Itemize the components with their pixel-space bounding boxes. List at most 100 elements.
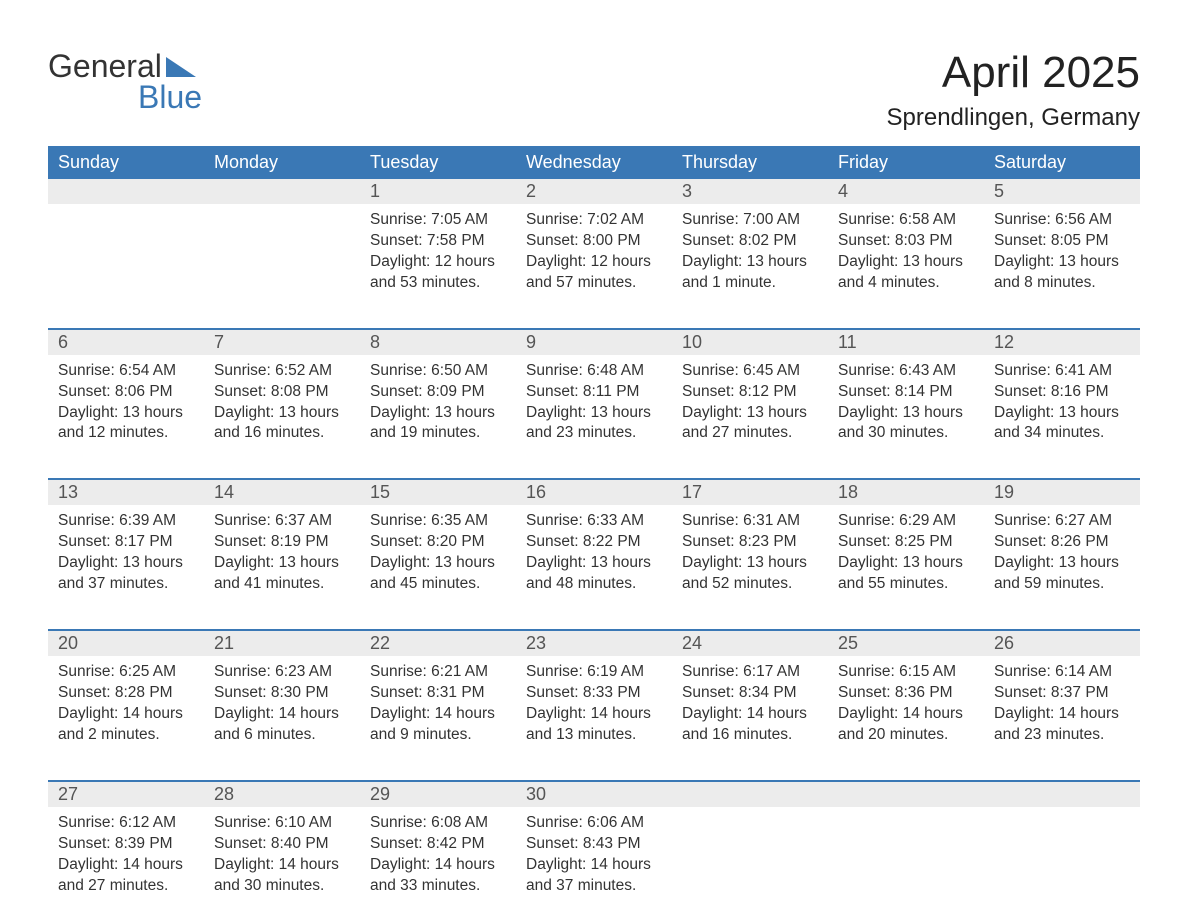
sunrise-text: Sunrise: 6:12 AM [58, 813, 194, 834]
day-number: 20 [48, 631, 204, 656]
day-cell: Sunrise: 6:21 AMSunset: 8:31 PMDaylight:… [360, 656, 516, 770]
sunset-text: Sunset: 8:31 PM [370, 683, 506, 704]
day-cell [828, 807, 984, 920]
page-title: April 2025 [887, 48, 1140, 98]
sunset-text: Sunset: 8:12 PM [682, 382, 818, 403]
day-content-row: Sunrise: 6:54 AMSunset: 8:06 PMDaylight:… [48, 355, 1140, 469]
daylight-text: Daylight: 13 hours and 37 minutes. [58, 553, 194, 595]
sunset-text: Sunset: 8:30 PM [214, 683, 350, 704]
location-label: Sprendlingen, Germany [887, 104, 1140, 132]
daylight-text: Daylight: 13 hours and 41 minutes. [214, 553, 350, 595]
daylight-text: Daylight: 14 hours and 13 minutes. [526, 704, 662, 746]
sunset-text: Sunset: 8:00 PM [526, 231, 662, 252]
day-number: 21 [204, 631, 360, 656]
sunset-text: Sunset: 8:42 PM [370, 834, 506, 855]
day-content-row: Sunrise: 7:05 AMSunset: 7:58 PMDaylight:… [48, 204, 1140, 318]
day-cell: Sunrise: 6:29 AMSunset: 8:25 PMDaylight:… [828, 505, 984, 619]
sunrise-text: Sunrise: 6:19 AM [526, 662, 662, 683]
days-of-week-header: Sunday Monday Tuesday Wednesday Thursday… [48, 146, 1140, 179]
day-cell: Sunrise: 7:00 AMSunset: 8:02 PMDaylight:… [672, 204, 828, 318]
day-number: 1 [360, 179, 516, 204]
sunset-text: Sunset: 8:03 PM [838, 231, 974, 252]
day-cell: Sunrise: 6:54 AMSunset: 8:06 PMDaylight:… [48, 355, 204, 469]
sunrise-text: Sunrise: 6:54 AM [58, 361, 194, 382]
day-cell: Sunrise: 6:23 AMSunset: 8:30 PMDaylight:… [204, 656, 360, 770]
daylight-text: Daylight: 13 hours and 12 minutes. [58, 403, 194, 445]
week-row: 13141516171819Sunrise: 6:39 AMSunset: 8:… [48, 480, 1140, 619]
week-row: 20212223242526Sunrise: 6:25 AMSunset: 8:… [48, 631, 1140, 770]
daylight-text: Daylight: 14 hours and 9 minutes. [370, 704, 506, 746]
daylight-text: Daylight: 14 hours and 20 minutes. [838, 704, 974, 746]
daylight-text: Daylight: 14 hours and 37 minutes. [526, 855, 662, 897]
sunrise-text: Sunrise: 6:06 AM [526, 813, 662, 834]
sunrise-text: Sunrise: 6:21 AM [370, 662, 506, 683]
day-cell [984, 807, 1140, 920]
sunset-text: Sunset: 8:36 PM [838, 683, 974, 704]
daylight-text: Daylight: 13 hours and 16 minutes. [214, 403, 350, 445]
dow-saturday: Saturday [984, 146, 1140, 179]
day-cell: Sunrise: 6:33 AMSunset: 8:22 PMDaylight:… [516, 505, 672, 619]
sunrise-text: Sunrise: 6:33 AM [526, 511, 662, 532]
day-cell: Sunrise: 6:06 AMSunset: 8:43 PMDaylight:… [516, 807, 672, 920]
sunrise-text: Sunrise: 6:08 AM [370, 813, 506, 834]
day-number: 3 [672, 179, 828, 204]
day-number: 15 [360, 480, 516, 505]
day-number: 18 [828, 480, 984, 505]
day-number: 27 [48, 782, 204, 807]
day-cell [48, 204, 204, 318]
day-cell: Sunrise: 6:39 AMSunset: 8:17 PMDaylight:… [48, 505, 204, 619]
sunrise-text: Sunrise: 6:37 AM [214, 511, 350, 532]
daylight-text: Daylight: 13 hours and 1 minute. [682, 252, 818, 294]
sunset-text: Sunset: 8:11 PM [526, 382, 662, 403]
header: General Blue April 2025 Sprendlingen, Ge… [48, 48, 1140, 132]
day-number: 28 [204, 782, 360, 807]
weeks-container: 12345Sunrise: 7:05 AMSunset: 7:58 PMDayl… [48, 179, 1140, 920]
week-row: 6789101112Sunrise: 6:54 AMSunset: 8:06 P… [48, 330, 1140, 469]
sunset-text: Sunset: 8:39 PM [58, 834, 194, 855]
sunset-text: Sunset: 8:26 PM [994, 532, 1130, 553]
sunset-text: Sunset: 7:58 PM [370, 231, 506, 252]
day-cell: Sunrise: 6:45 AMSunset: 8:12 PMDaylight:… [672, 355, 828, 469]
day-cell: Sunrise: 6:08 AMSunset: 8:42 PMDaylight:… [360, 807, 516, 920]
day-cell: Sunrise: 6:52 AMSunset: 8:08 PMDaylight:… [204, 355, 360, 469]
dow-monday: Monday [204, 146, 360, 179]
day-number: 9 [516, 330, 672, 355]
sunrise-text: Sunrise: 6:48 AM [526, 361, 662, 382]
week-row: 12345Sunrise: 7:05 AMSunset: 7:58 PMDayl… [48, 179, 1140, 318]
daylight-text: Daylight: 12 hours and 53 minutes. [370, 252, 506, 294]
sunset-text: Sunset: 8:37 PM [994, 683, 1130, 704]
daylight-text: Daylight: 13 hours and 59 minutes. [994, 553, 1130, 595]
sunrise-text: Sunrise: 6:58 AM [838, 210, 974, 231]
day-number: 16 [516, 480, 672, 505]
sunset-text: Sunset: 8:14 PM [838, 382, 974, 403]
day-number: 25 [828, 631, 984, 656]
week-row: 27282930Sunrise: 6:12 AMSunset: 8:39 PMD… [48, 782, 1140, 920]
sunset-text: Sunset: 8:33 PM [526, 683, 662, 704]
day-number [204, 179, 360, 204]
day-content-row: Sunrise: 6:12 AMSunset: 8:39 PM Daylight:… [48, 807, 1140, 920]
logo: General Blue [48, 48, 202, 116]
sunrise-text: Sunrise: 6:15 AM [838, 662, 974, 683]
day-number-row: 13141516171819 [48, 480, 1140, 505]
dow-friday: Friday [828, 146, 984, 179]
sunset-text: Sunset: 8:28 PM [58, 683, 194, 704]
daylight-text: Daylight: 14 hours and 23 minutes. [994, 704, 1130, 746]
daylight-text: Daylight: 12 hours and 57 minutes. [526, 252, 662, 294]
day-cell: Sunrise: 6:58 AMSunset: 8:03 PMDaylight:… [828, 204, 984, 318]
sunrise-text: Sunrise: 6:27 AM [994, 511, 1130, 532]
day-number: 10 [672, 330, 828, 355]
title-block: April 2025 Sprendlingen, Germany [887, 48, 1140, 132]
day-number [984, 782, 1140, 807]
sunrise-text: Sunrise: 6:25 AM [58, 662, 194, 683]
daylight-text: Daylight: 13 hours and 45 minutes. [370, 553, 506, 595]
day-cell: Sunrise: 6:35 AMSunset: 8:20 PMDaylight:… [360, 505, 516, 619]
sunset-text: Sunset: 8:05 PM [994, 231, 1130, 252]
day-number: 17 [672, 480, 828, 505]
day-number: 24 [672, 631, 828, 656]
day-number-row: 6789101112 [48, 330, 1140, 355]
sunset-text: Sunset: 8:19 PM [214, 532, 350, 553]
dow-thursday: Thursday [672, 146, 828, 179]
sunrise-text: Sunrise: 6:35 AM [370, 511, 506, 532]
day-cell: Sunrise: 6:56 AMSunset: 8:05 PMDaylight:… [984, 204, 1140, 318]
day-cell: Sunrise: 6:41 AMSunset: 8:16 PMDaylight:… [984, 355, 1140, 469]
